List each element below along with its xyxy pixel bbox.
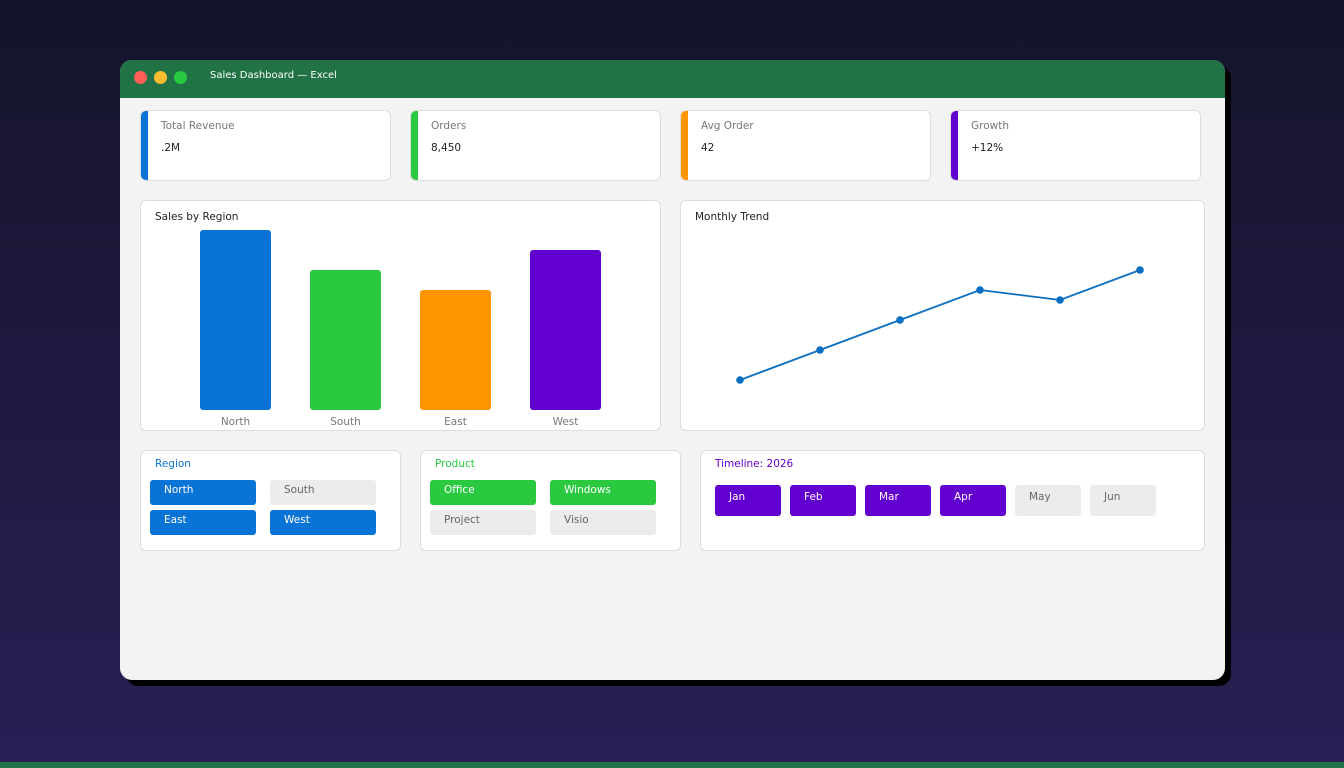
minimize-button[interactable] bbox=[154, 71, 167, 84]
point bbox=[976, 286, 984, 294]
slicer-title: Region bbox=[155, 458, 191, 470]
kpi-value: .2M bbox=[161, 142, 181, 154]
slicer-title: Product bbox=[435, 458, 475, 470]
point bbox=[896, 316, 904, 324]
chart-panel: Sales by Region North South East West bbox=[140, 200, 661, 431]
slicer-button[interactable]: South bbox=[270, 480, 376, 505]
point bbox=[816, 346, 824, 354]
kpi-label: Orders bbox=[431, 120, 467, 132]
kpi-card: Total Revenue .2M bbox=[140, 110, 391, 181]
chart-title: Monthly Trend bbox=[695, 211, 769, 223]
kpi-value: +12% bbox=[971, 142, 1004, 154]
timeline-title: Timeline: 2026 bbox=[715, 458, 794, 470]
x-tick-label: East bbox=[444, 416, 467, 428]
kpi-accent bbox=[951, 111, 958, 180]
timeline-button[interactable]: Mar bbox=[865, 485, 931, 516]
kpi-accent bbox=[141, 111, 148, 180]
slicer-button[interactable]: North bbox=[150, 480, 256, 505]
kpi-label: Growth bbox=[971, 120, 1010, 132]
kpi-accent bbox=[411, 111, 418, 180]
x-tick-label: North bbox=[221, 416, 250, 428]
timeline-button[interactable]: Apr bbox=[940, 485, 1006, 516]
timeline-button[interactable]: Jun bbox=[1090, 485, 1156, 516]
slicer-button[interactable]: Project bbox=[430, 510, 536, 535]
chart: Monthly Trend bbox=[695, 211, 1144, 384]
bar bbox=[420, 290, 491, 410]
kpi-card: Growth +12% bbox=[950, 110, 1201, 181]
kpi-card: Orders 8,450 bbox=[410, 110, 661, 181]
timeline-button[interactable]: May bbox=[1015, 485, 1081, 516]
chart: Sales by Region North South East West bbox=[155, 211, 601, 428]
slicer-button[interactable]: West bbox=[270, 510, 376, 535]
bar bbox=[530, 250, 601, 410]
line bbox=[739, 269, 1141, 381]
bar bbox=[310, 270, 381, 410]
kpi-accent bbox=[681, 111, 688, 180]
slicer: Region North South East West bbox=[140, 450, 401, 551]
bar bbox=[200, 230, 271, 410]
kpi-label: Total Revenue bbox=[161, 120, 235, 132]
timeline-button[interactable]: Jan bbox=[715, 485, 781, 516]
kpi-value: 42 bbox=[701, 142, 715, 154]
chart-panel: Monthly Trend bbox=[680, 200, 1205, 431]
point bbox=[1056, 296, 1064, 304]
window-title: Sales Dashboard — Excel bbox=[210, 70, 337, 81]
title-bar: Sales Dashboard — Excel bbox=[120, 60, 1225, 98]
point bbox=[736, 376, 744, 384]
slicer-button[interactable]: Visio bbox=[550, 510, 656, 535]
timeline-button[interactable]: Feb bbox=[790, 485, 856, 516]
kpi-card: Avg Order 42 bbox=[680, 110, 931, 181]
x-tick-label: West bbox=[553, 416, 579, 428]
timeline: Timeline: 2026 Jan Feb Mar Apr May Jun bbox=[700, 450, 1205, 551]
maximize-button[interactable] bbox=[174, 71, 187, 84]
chart-title: Sales by Region bbox=[155, 211, 238, 223]
slicer: Product Office Windows Project Visio bbox=[420, 450, 681, 551]
close-button[interactable] bbox=[134, 71, 147, 84]
slicer-button[interactable]: Office bbox=[430, 480, 536, 505]
kpi-label: Avg Order bbox=[701, 120, 754, 132]
taskbar-strip bbox=[0, 762, 1344, 768]
window: Sales Dashboard — Excel Total Revenue .2M… bbox=[120, 60, 1225, 680]
slicer-button[interactable]: East bbox=[150, 510, 256, 535]
point bbox=[1136, 266, 1144, 274]
slicer-button[interactable]: Windows bbox=[550, 480, 656, 505]
x-tick-label: South bbox=[330, 416, 361, 428]
kpi-value: 8,450 bbox=[431, 142, 462, 154]
